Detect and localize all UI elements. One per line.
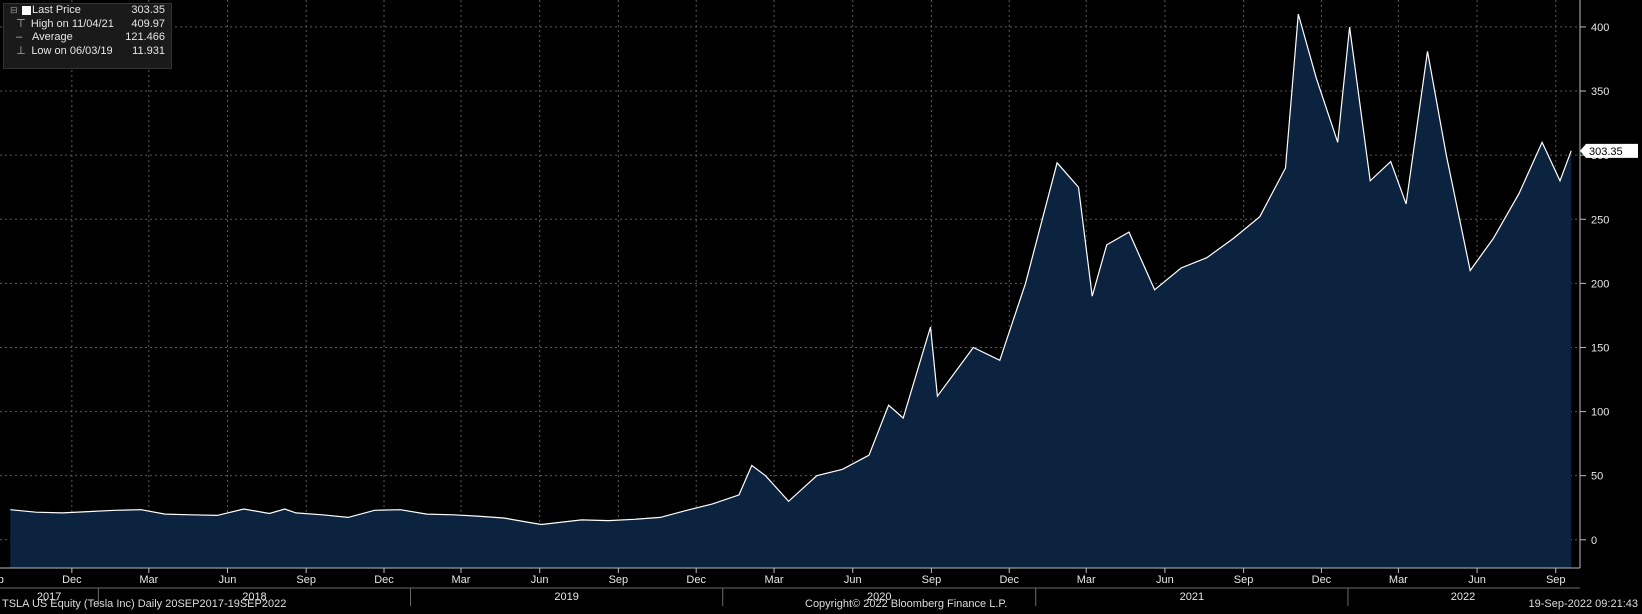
x-month-label: Mar <box>139 574 158 586</box>
security-description: TSLA US Equity (Tesla Inc) Daily 20SEP20… <box>2 598 287 610</box>
x-month-label: Dec <box>686 574 706 586</box>
x-month-label: Sep <box>609 574 629 586</box>
legend-item-high: ⊤ High on 11/04/21 409.97 <box>4 18 171 32</box>
x-axis-month-ticks: Sep Dec Mar Jun Sep Dec Mar Jun Sep Dec Mar Jun Sep D… <box>0 568 1566 586</box>
x-month-label: Dec <box>374 574 394 586</box>
legend-item-last-price: ⊟ Last Price 303.35 <box>4 4 171 18</box>
y-tick-label: 50 <box>1591 471 1603 483</box>
x-month-label: Sep <box>922 574 942 586</box>
x-year-label: 2018 <box>242 591 266 603</box>
x-year-label: 2022 <box>1451 591 1475 603</box>
copyright-notice: Copyright© 2022 Bloomberg Finance L.P. <box>805 598 1008 610</box>
x-year-label: 2017 <box>37 591 61 603</box>
x-month-label: Dec <box>62 574 82 586</box>
axes <box>0 0 1581 589</box>
y-tick-label: 0 <box>1591 535 1597 547</box>
legend-label: High on 11/04/21 <box>30 17 114 30</box>
timestamp: 19-Sep-2022 09:21:43 <box>1528 598 1638 610</box>
x-month-label: Mar <box>1389 574 1408 586</box>
x-month-label: Jun <box>844 574 862 586</box>
x-month-label: Jun <box>1156 574 1174 586</box>
average-line-icon: – <box>10 31 23 43</box>
x-month-label: Jun <box>1468 574 1486 586</box>
y-tick-label: 200 <box>1591 278 1609 290</box>
x-month-label: Sep <box>296 574 316 586</box>
last-value-label: 303.35 <box>1589 146 1623 158</box>
y-tick-label: 250 <box>1591 214 1609 226</box>
legend-label: Low on 06/03/19 <box>31 44 113 57</box>
last-value-badge <box>1580 143 1638 158</box>
x-axis-year-ticks: 2017 2018 2019 2020 2021 2022 <box>37 588 1475 606</box>
y-tick-label: 400 <box>1591 22 1609 34</box>
legend-item-low: ⊥ Low on 06/03/19 11.931 <box>4 45 171 59</box>
x-month-label: Sep <box>1546 574 1566 586</box>
high-marker-icon: ⊤ <box>10 17 26 30</box>
legend-panel: ⊟ Last Price 303.35 ⊤ High on 11/04/21 4… <box>3 3 172 69</box>
legend-item-average: – Average 121.466 <box>4 31 171 45</box>
price-line <box>10 13 1572 526</box>
x-month-label: Sep <box>0 574 4 586</box>
x-month-label: Dec <box>1312 574 1332 586</box>
legend-value: 11.931 <box>132 44 165 57</box>
x-month-label: Jun <box>219 574 237 586</box>
legend-label: Last Price <box>32 4 81 16</box>
x-month-label: Mar <box>1077 574 1096 586</box>
x-month-label: Sep <box>1234 574 1254 586</box>
y-tick-label: 350 <box>1591 86 1609 98</box>
x-month-label: Dec <box>999 574 1019 586</box>
y-axis-ticks: 050100150200250300350400 <box>1580 22 1609 547</box>
x-month-label: Mar <box>765 574 784 586</box>
price-area-fill <box>10 14 1572 569</box>
last-value-marker: 303.35 <box>1580 143 1638 158</box>
y-tick-label: 150 <box>1591 342 1609 354</box>
x-year-label: 2020 <box>867 591 891 603</box>
legend-value: 303.35 <box>131 4 165 16</box>
x-year-label: 2021 <box>1180 591 1204 603</box>
last-price-swatch-icon: ⊟ <box>10 4 32 18</box>
legend-value: 121.466 <box>125 31 165 43</box>
x-month-label: Jun <box>531 574 549 586</box>
low-marker-icon: ⊥ <box>10 44 26 57</box>
x-month-label: Mar <box>452 574 471 586</box>
legend-label: Average <box>32 31 73 43</box>
x-year-label: 2019 <box>554 591 578 603</box>
y-tick-label: 100 <box>1591 407 1609 419</box>
legend-value: 409.97 <box>131 17 165 30</box>
